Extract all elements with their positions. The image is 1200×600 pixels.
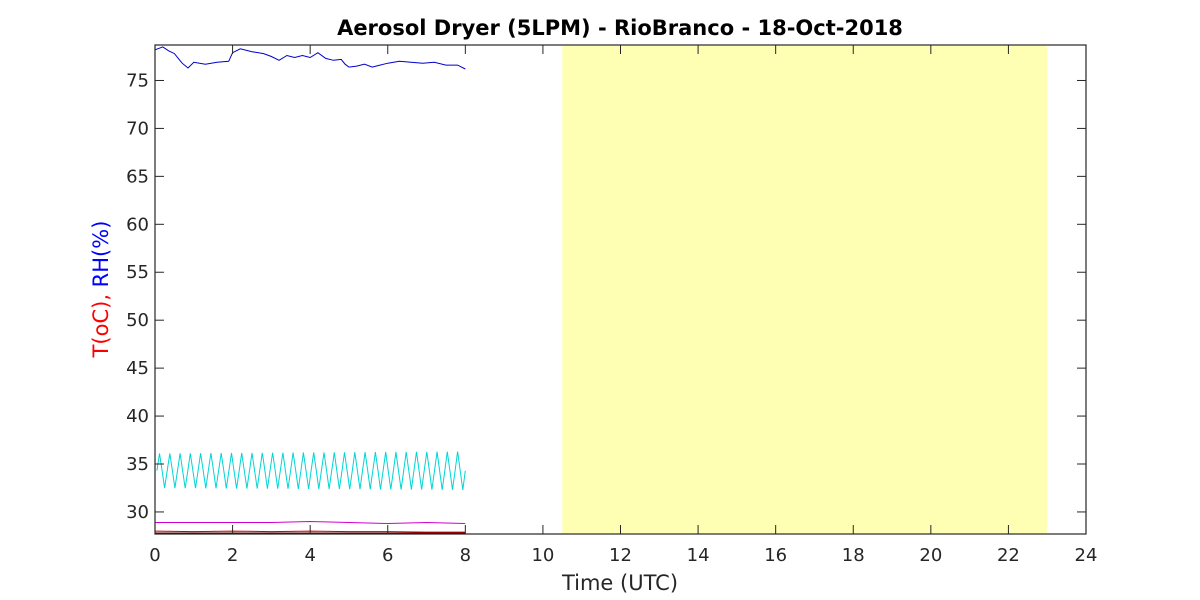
- x-tick-label: 16: [764, 545, 787, 566]
- x-tick-label: 4: [304, 545, 315, 566]
- y-axis-label: T(oC), RH(%): [89, 221, 113, 359]
- y-tick-label: 35: [126, 454, 149, 475]
- chart-title: Aerosol Dryer (5LPM) - RioBranco - 18-Oc…: [337, 16, 903, 40]
- y-tick-label: 30: [126, 502, 149, 523]
- plot-area: 0 2 4 6 8 10 12 14 16 18 20 22 24 303540455055606570…: [126, 44, 1097, 566]
- x-tick-label: 18: [842, 545, 865, 566]
- x-axis-label: Time (UTC): [561, 571, 678, 595]
- x-tick-label: 8: [460, 545, 471, 566]
- x-tick-label: 24: [1075, 545, 1098, 566]
- x-tick-label: 20: [919, 545, 942, 566]
- y-tick-label: 40: [126, 406, 149, 427]
- y-tick-labels: 30 35 40 45 50 55 60 65 70 75: [126, 70, 149, 522]
- x-tick-label: 22: [997, 545, 1020, 566]
- y-tick-label: 55: [126, 262, 149, 283]
- x-tick-label: 2: [227, 545, 238, 566]
- shaded-region: [562, 46, 1048, 533]
- series-line-3: [155, 520, 466, 525]
- y-axis-label-part: RH(%): [89, 221, 113, 294]
- x-tick-label: 0: [149, 545, 160, 566]
- y-tick-label: 60: [126, 214, 149, 235]
- y-tick-label: 50: [126, 310, 149, 331]
- y-tick-label: 45: [126, 358, 149, 379]
- series-line-1: [154, 46, 466, 70]
- tick-marks: [154, 45, 1087, 534]
- y-tick-label: 65: [126, 166, 149, 187]
- x-tick-label: 6: [382, 545, 393, 566]
- y-tick-label: 70: [126, 118, 149, 139]
- x-tick-label: 10: [531, 545, 554, 566]
- y-axis-label-part: T(oC),: [89, 294, 113, 358]
- y-tick-label: 75: [126, 70, 149, 91]
- series-line-2: [156, 451, 466, 490]
- x-tick-label: 14: [687, 545, 710, 566]
- x-tick-label: 12: [609, 545, 632, 566]
- series-layer: [154, 46, 466, 534]
- x-tick-labels: 0 2 4 6 8 10 12 14 16 18 20 22 24: [149, 545, 1097, 566]
